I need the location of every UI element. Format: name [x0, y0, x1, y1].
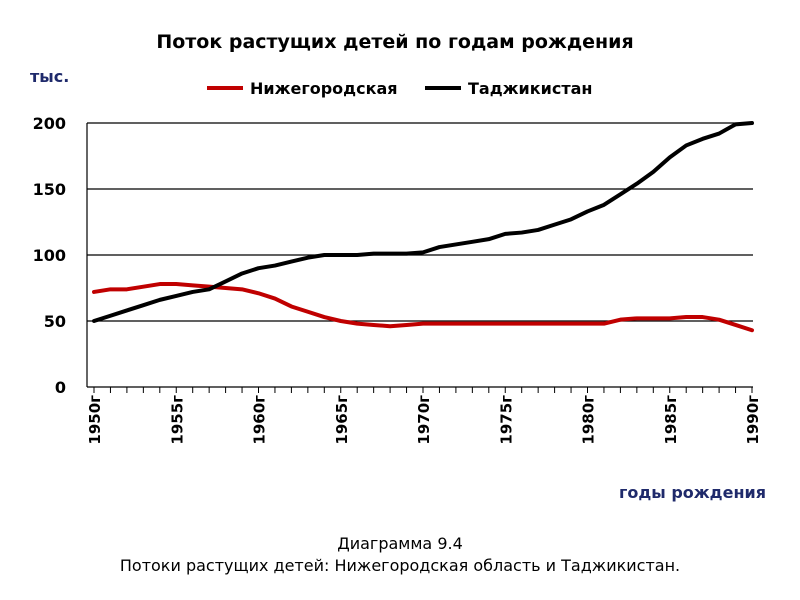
series-lines: [92, 121, 754, 333]
figure-number: Диаграмма 9.4: [337, 534, 463, 553]
series-line-1: [92, 282, 754, 333]
y-tick-label: 200: [33, 114, 66, 133]
x-tick-label: 1975г: [497, 395, 515, 445]
figure-caption: Потоки растущих детей: Нижегородская обл…: [119, 556, 681, 575]
y-tick-label: 50: [44, 312, 66, 331]
y-tick-label: 0: [55, 378, 66, 397]
x-tick-label: 1955г: [168, 395, 186, 445]
y-tick-label: 150: [33, 180, 66, 199]
x-tick-label: 1970г: [415, 395, 433, 445]
y-tick-labels: 0 50 100 150 200: [33, 114, 66, 397]
x-tick-label: 1960г: [251, 395, 269, 445]
x-tick-label: 1990г: [744, 395, 762, 445]
series-line-2: [92, 121, 754, 323]
x-tick-label: 1965г: [333, 395, 351, 445]
x-tick-label: 1980г: [580, 395, 598, 445]
y-tick-label: 100: [33, 246, 66, 265]
chart-title: Поток растущих детей по годам рождения: [156, 31, 633, 53]
legend-label-2: Таджикистан: [468, 79, 592, 98]
legend: Нижегородская Таджикистан: [207, 79, 592, 98]
y-axis-unit-label: тыс.: [30, 67, 69, 86]
x-axis-label: годы рождения: [619, 483, 766, 502]
gridlines: [87, 122, 753, 322]
axes: [86, 123, 753, 393]
x-tick-labels: 1950г 1955г 1960г 1965г 1970г 1975г 1980г 1985г…: [86, 395, 762, 445]
x-tick-label: 1950г: [86, 395, 104, 445]
x-tick-label: 1985г: [662, 395, 680, 445]
legend-label-1: Нижегородская: [250, 79, 398, 98]
